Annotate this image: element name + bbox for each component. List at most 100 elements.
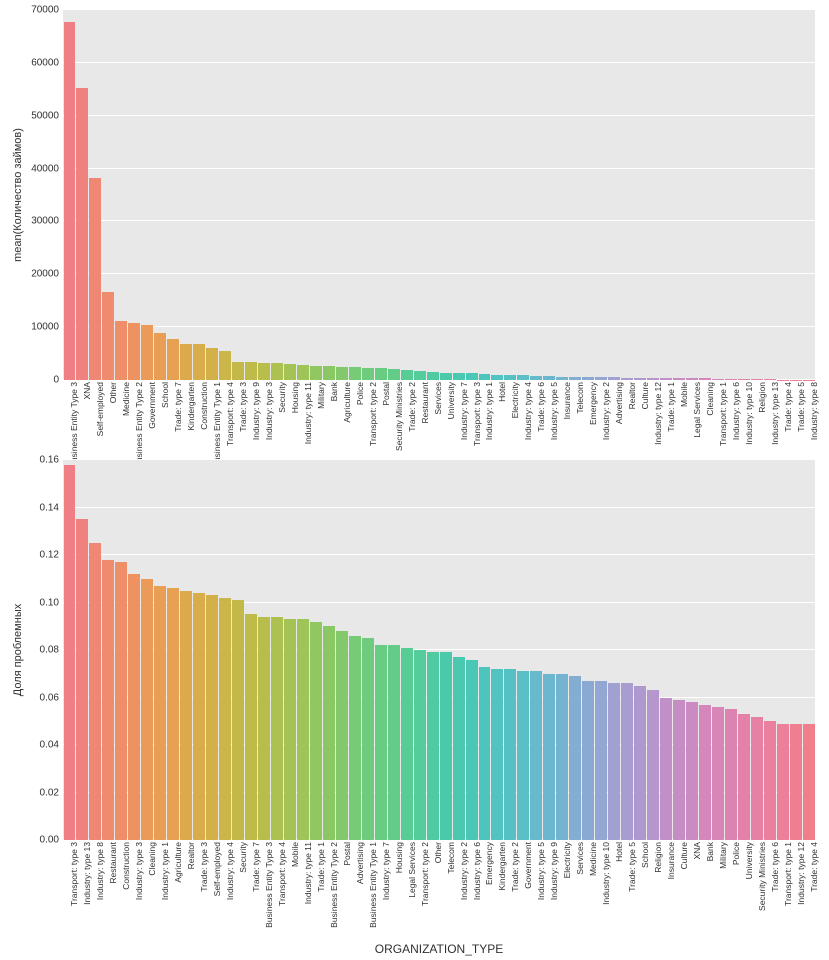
y-tick: 0 <box>53 375 59 386</box>
y-tick: 0.04 <box>40 740 59 751</box>
x-tick-label: Business Entity Type 2 <box>329 842 339 928</box>
bar <box>738 714 750 840</box>
bar <box>115 562 127 840</box>
y-tick: 0.14 <box>40 502 59 513</box>
x-tick-label: Security <box>238 842 248 873</box>
bar <box>349 367 361 380</box>
bar <box>777 724 789 840</box>
x-tick-label: Trade: type 3 <box>238 382 248 432</box>
x-tick-label: Services <box>575 842 585 875</box>
bar <box>102 292 114 380</box>
x-tick-label: Industry: type 9 <box>549 842 559 900</box>
x-tick-label: Mobile <box>290 842 300 867</box>
x-tick-label: University <box>446 382 456 419</box>
x-tick-label: Industry: type 9 <box>251 382 261 440</box>
bar <box>414 650 426 840</box>
x-tick-label: Trade: type 6 <box>536 382 546 432</box>
x-tick-label: Advertising <box>614 382 624 424</box>
x-tick-label: Realtor <box>186 842 196 869</box>
bar <box>751 379 763 380</box>
x-tick-label: Cleaning <box>147 842 157 876</box>
x-tick-label: Industry: type 3 <box>134 842 144 900</box>
bar <box>284 619 296 840</box>
x-tick-label: Agriculture <box>173 842 183 883</box>
y-tick: 0.06 <box>40 692 59 703</box>
x-tick-label: Trade: type 7 <box>251 842 261 892</box>
x-tick-label: Medicine <box>588 842 598 876</box>
x-tick-label: Industry: type 2 <box>601 382 611 440</box>
y-tick: 60000 <box>31 57 59 68</box>
x-tick-label: Cleaning <box>705 382 715 416</box>
x-tick-label: Trade: type 4 <box>783 382 793 432</box>
x-tick-label: Industry: type 6 <box>731 382 741 440</box>
x-tick-label: Transport: type 3 <box>472 382 482 446</box>
x-tick-label: Industry: type 2 <box>459 842 469 900</box>
bar <box>595 377 607 380</box>
bar <box>686 702 698 840</box>
x-tick-label: Trade: type 1 <box>666 382 676 432</box>
x-tick-label: Legal Services <box>692 382 702 438</box>
bar <box>453 373 465 380</box>
x-tick-label: Industry: type 8 <box>809 382 819 440</box>
bar <box>440 373 452 380</box>
x-tick-label: Business Entity Type 1 <box>212 382 222 468</box>
x-tick-label: Trade: type 4 <box>809 842 819 892</box>
bar <box>271 363 283 380</box>
x-tick-label: XNA <box>82 382 92 399</box>
bar <box>245 614 257 840</box>
bar <box>621 378 633 380</box>
x-axis-label: ORGANIZATION_TYPE <box>375 942 503 956</box>
x-tick-label: Religion <box>653 842 663 873</box>
x-tick-label: Restaurant <box>420 382 430 424</box>
x-tick-label: Postal <box>381 382 391 406</box>
bar <box>479 374 491 380</box>
bar <box>232 362 244 381</box>
x-tick-label: Kindergarten <box>497 842 507 891</box>
bar <box>699 378 711 380</box>
bar <box>297 365 309 380</box>
bar <box>206 348 218 380</box>
x-tick-label: Industry: type 4 <box>225 842 235 900</box>
x-tick-label: Industry: type 12 <box>653 382 663 445</box>
x-tick-label: Emergency <box>484 842 494 885</box>
bar <box>712 379 724 380</box>
x-tick-label: Industry: type 6 <box>472 842 482 900</box>
x-tick-label: Transport: type 1 <box>718 382 728 446</box>
bar <box>543 376 555 380</box>
bar <box>375 645 387 840</box>
x-tick-label: Other <box>108 382 118 403</box>
bar <box>141 325 153 380</box>
bar <box>491 375 503 380</box>
bar <box>258 363 270 380</box>
x-tick-label: Housing <box>394 842 404 873</box>
x-tick-label: Trade: type 6 <box>770 842 780 892</box>
bar <box>634 686 646 840</box>
bar <box>466 660 478 841</box>
bar <box>271 617 283 840</box>
x-tick-label: Insurance <box>666 842 676 879</box>
bar <box>180 344 192 380</box>
x-tick-label: Realtor <box>627 382 637 409</box>
x-tick-label: Restaurant <box>108 842 118 884</box>
x-tick-label: Business Entity Type 2 <box>134 382 144 468</box>
bar <box>206 595 218 840</box>
bar <box>323 626 335 840</box>
bar <box>491 669 503 840</box>
bar <box>803 724 815 840</box>
bar <box>76 519 88 840</box>
bar <box>751 717 763 841</box>
bar <box>362 368 374 380</box>
x-tick-label: Emergency <box>588 382 598 425</box>
x-tick-label: Culture <box>679 842 689 869</box>
x-tick-label: Military <box>316 382 326 409</box>
bar <box>336 631 348 840</box>
x-tick-label: Insurance <box>562 382 572 419</box>
x-tick-label: Trade: type 5 <box>796 382 806 432</box>
x-tick-label: Services <box>433 382 443 415</box>
bar <box>530 376 542 380</box>
x-tick-label: Industry: type 3 <box>264 382 274 440</box>
x-tick-label: Self-employed <box>212 842 222 896</box>
x-tick-label: School <box>640 842 650 868</box>
x-tick-label: Industry: type 12 <box>796 842 806 905</box>
x-tick-label: Transport: type 4 <box>225 382 235 446</box>
